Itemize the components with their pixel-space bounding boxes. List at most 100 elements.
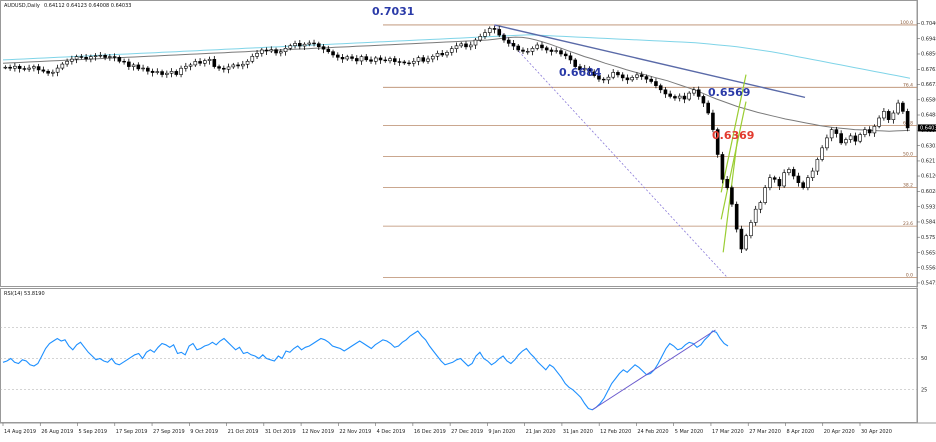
rsi-tick-label: 50 [921,356,927,362]
candle-body [601,78,606,81]
candle-body [117,56,122,62]
candle-body [521,49,525,52]
candle-body [302,43,307,47]
candle-body [825,137,829,149]
candle-body [734,203,739,230]
candle-body [573,59,578,67]
annotation-recent-high: 0.6569 [708,86,750,99]
candle-body [568,55,573,61]
time-tick-label: 5 Mar 2020 [675,429,704,435]
candle-body [203,60,207,64]
candle-body [834,129,839,134]
candle-body [739,228,744,250]
candle-body [70,58,74,62]
price-tick-label: 0.67630 [921,67,936,73]
candle-body [112,56,117,58]
price-tick-label: 0.63030 [921,143,936,149]
candle-body [402,61,407,64]
candle-body [41,69,46,72]
candle-body [711,112,715,130]
candle-body [810,170,815,178]
candle-body [692,89,696,94]
candle-body [454,45,459,49]
current-price-label: 0.64033 [920,126,936,132]
price-tick-label: 0.70400 [921,21,936,27]
candle-body [222,67,226,70]
candle-body [654,81,658,86]
candle-body [283,48,288,52]
candle-body [886,111,891,120]
candle-body [340,56,345,60]
candle-body [549,49,554,52]
candle-body [449,48,454,53]
candle-body [264,49,269,52]
candle-body [687,92,691,100]
candle-body [606,76,611,81]
candle-body [616,72,620,76]
candle-body [848,135,853,140]
candle-body [829,129,834,139]
candle-body [525,51,530,53]
candle-body [796,175,801,183]
candle-body [559,50,563,55]
candle-body [426,58,430,62]
candle-body [378,57,383,61]
candle-body [435,53,440,57]
candle-body [373,57,378,62]
candle-body [98,55,103,57]
candle-body [108,56,112,58]
price-tick-label: 0.54755 [921,281,936,287]
candle-body [511,43,516,47]
candle-body [345,56,350,60]
fib-connector-line [494,24,728,278]
candle-body [150,70,155,73]
candle-body [644,76,649,80]
chart-symbol-label: AUDUSD,Daily [4,3,40,9]
time-tick-label: 31 Jan 2020 [563,429,593,435]
candle-body [882,111,886,119]
time-tick-label: 5 Sep 2019 [79,429,108,435]
channel-line [720,101,747,220]
price-tick-label: 0.66720 [921,82,936,88]
time-tick-label: 31 Oct 2019 [265,429,296,435]
candle-body [269,49,274,52]
candle-body [46,70,50,74]
candle-body [820,147,824,160]
candle-body [236,64,240,67]
candle-body [730,187,734,205]
annotation-lower-high: 0.6684 [559,66,602,79]
candle-body [497,29,502,36]
candle-body [483,32,487,37]
time-tick-label: 21 Oct 2019 [228,429,259,435]
candle-body [388,58,392,62]
time-tick-label: 20 Apr 2020 [824,429,855,435]
candle-body [530,48,535,52]
candle-body [578,66,582,71]
candle-body [430,55,435,60]
candle-body [79,56,84,58]
current-price-tag [918,124,936,132]
fib-level-label: 38.2 [903,183,913,189]
candle-body [772,177,777,180]
candle-body [649,78,653,82]
time-tick-label: 24 Feb 2020 [637,429,668,435]
candle-body [478,36,483,41]
price-tick-label: 0.65800 [921,97,936,103]
channel-line [720,74,747,193]
candle-body [867,129,872,134]
fib-level-label: 76.4 [903,82,913,88]
candle-body [326,48,331,52]
candle-body [858,134,862,142]
price-tick-label: 0.69480 [921,36,936,42]
time-tick-label: 26 Aug 2019 [41,429,73,435]
candle-body [17,65,22,69]
candle-body [844,139,848,144]
candle-body [103,55,107,58]
candle-body [392,58,397,62]
candle-body [84,56,88,60]
price-tick-label: 0.57510 [921,235,936,241]
time-tick-label: 27 Dec 2019 [451,429,483,435]
candle-body [397,61,402,63]
candle-body [350,56,354,59]
ma-long-line [2,34,911,79]
